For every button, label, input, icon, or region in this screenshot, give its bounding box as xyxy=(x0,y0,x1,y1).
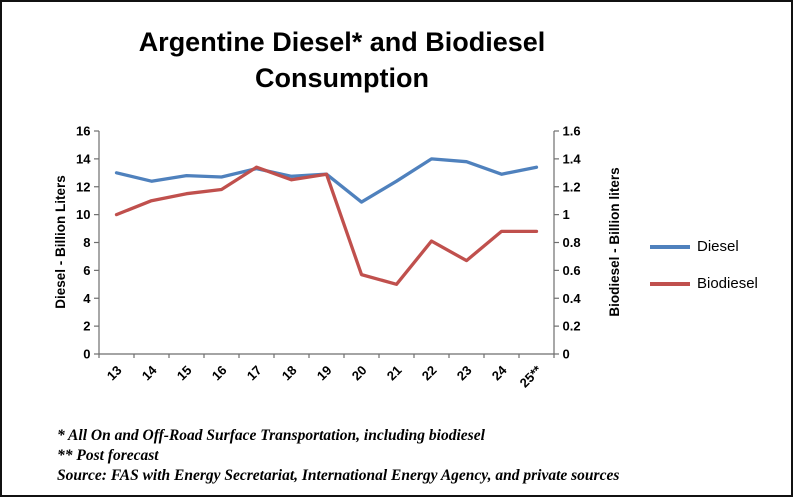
x-axis-label: 21 xyxy=(384,363,405,384)
legend-label: Biodiesel xyxy=(697,275,758,292)
left-axis-tick-label: 16 xyxy=(76,124,90,139)
footnote-post-forecast: ** Post forecast xyxy=(57,447,159,465)
right-axis-tick-label: 0.2 xyxy=(563,319,581,334)
left-axis-title: Diesel - Billion Liters xyxy=(53,175,68,309)
x-axis-label: 19 xyxy=(314,363,335,384)
right-axis-tick-label: 0.6 xyxy=(563,263,581,278)
left-axis-tick-label: 10 xyxy=(76,207,90,222)
x-axis-label: 23 xyxy=(454,363,475,384)
right-axis-tick-label: 1.6 xyxy=(563,124,581,139)
right-axis-tick-label: 0.8 xyxy=(563,235,581,250)
left-axis-tick-label: 12 xyxy=(76,179,90,194)
right-axis-tick-label: 0 xyxy=(563,347,570,362)
right-axis-title: Biodiesel - Billion liters xyxy=(607,167,622,317)
legend-item-biodiesel: Biodiesel xyxy=(650,275,758,292)
legend: Diesel Biodiesel xyxy=(650,238,758,292)
x-axis-label: 15 xyxy=(174,363,195,384)
x-axis-label: 20 xyxy=(349,363,370,384)
x-axis-label: 24 xyxy=(489,362,510,383)
footnote-source: Source: FAS with Energy Secretariat, Int… xyxy=(57,467,620,485)
right-axis-tick-label: 1.4 xyxy=(563,151,582,166)
legend-label: Diesel xyxy=(697,238,739,255)
x-axis-label: 17 xyxy=(244,363,265,384)
right-axis-tick-label: 1 xyxy=(563,207,570,222)
x-axis-label: 14 xyxy=(139,362,160,383)
legend-swatch-diesel xyxy=(650,244,690,249)
footnotes: * All On and Off-Road Surface Transporta… xyxy=(57,426,757,486)
x-axis-label: 13 xyxy=(104,363,125,384)
left-axis-tick-label: 2 xyxy=(83,319,90,334)
left-axis-tick-label: 14 xyxy=(76,151,91,166)
series-line-biodiesel xyxy=(114,165,539,286)
right-axis-tick-label: 1.2 xyxy=(563,179,581,194)
left-axis-tick-label: 8 xyxy=(83,235,90,250)
legend-swatch-biodiesel xyxy=(650,281,690,286)
x-axis-label: 25** xyxy=(517,362,546,391)
x-axis-label: 18 xyxy=(279,363,300,384)
legend-item-diesel: Diesel xyxy=(650,238,758,255)
x-axis-label: 16 xyxy=(209,363,230,384)
right-axis-tick-label: 0.4 xyxy=(563,291,582,306)
left-axis-tick-label: 0 xyxy=(83,347,90,362)
x-axis-label: 22 xyxy=(419,363,440,384)
footnote-transportation: * All On and Off-Road Surface Transporta… xyxy=(57,427,485,444)
left-axis-tick-label: 4 xyxy=(83,291,91,306)
left-axis-tick-label: 6 xyxy=(83,263,90,278)
chart-title: Argentine Diesel* and Biodiesel Consumpt… xyxy=(138,27,546,94)
